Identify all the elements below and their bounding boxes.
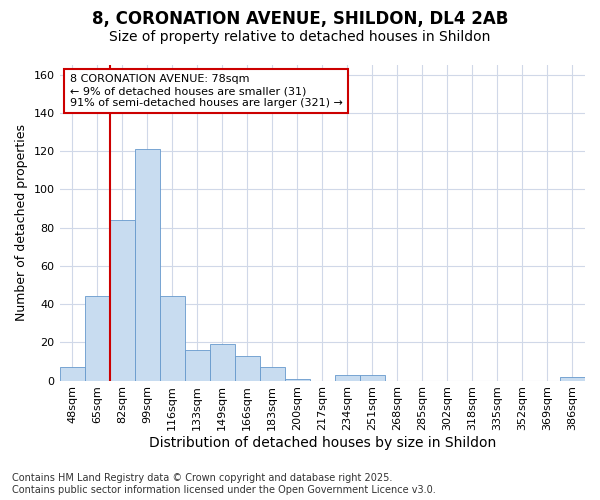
X-axis label: Distribution of detached houses by size in Shildon: Distribution of detached houses by size … <box>149 436 496 450</box>
Bar <box>235 356 260 380</box>
Bar <box>110 220 134 380</box>
Text: Contains HM Land Registry data © Crown copyright and database right 2025.
Contai: Contains HM Land Registry data © Crown c… <box>12 474 436 495</box>
Bar <box>185 350 209 380</box>
Text: 8 CORONATION AVENUE: 78sqm
← 9% of detached houses are smaller (31)
91% of semi-: 8 CORONATION AVENUE: 78sqm ← 9% of detac… <box>70 74 343 108</box>
Bar <box>560 377 585 380</box>
Text: Size of property relative to detached houses in Shildon: Size of property relative to detached ho… <box>109 30 491 44</box>
Text: 8, CORONATION AVENUE, SHILDON, DL4 2AB: 8, CORONATION AVENUE, SHILDON, DL4 2AB <box>92 10 508 28</box>
Bar <box>85 296 110 380</box>
Y-axis label: Number of detached properties: Number of detached properties <box>15 124 28 322</box>
Bar <box>59 367 85 380</box>
Bar <box>260 367 285 380</box>
Bar <box>209 344 235 381</box>
Bar <box>335 375 360 380</box>
Bar <box>134 149 160 380</box>
Bar <box>160 296 185 380</box>
Bar <box>285 378 310 380</box>
Bar <box>360 375 385 380</box>
